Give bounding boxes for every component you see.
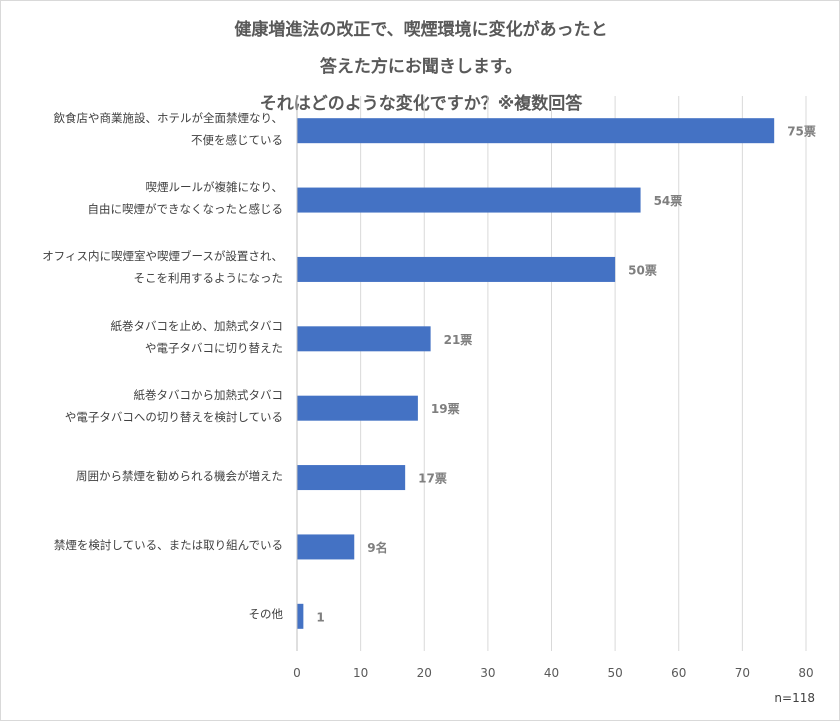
bar — [297, 256, 616, 282]
category-label: 禁煙を検討している、または取り組んでいる — [33, 534, 283, 556]
bar-value-label: 21票 — [444, 333, 473, 347]
chart-title-line-3: それはどのような変化ですか？※複数回答 — [259, 94, 583, 114]
bar-value-label: 9名 — [367, 540, 387, 555]
category-label: 紙巻タバコから加熱式タバコや電子タバコへの切り替えを検討している — [33, 384, 283, 428]
category-label-line: や電子タバコへの切り替えを検討している — [64, 410, 283, 425]
category-label: 喫煙ルールが複雑になり、自由に喫煙ができなくなったと感じる — [33, 176, 284, 220]
bar — [297, 534, 355, 560]
x-tick-label: 80 — [798, 666, 813, 680]
chart-title-line-1: 健康増進法の改正で、喫煙環境に変化があったと — [234, 20, 608, 40]
bar-value-label: 19票 — [431, 402, 460, 416]
sample-size-note: n=118 — [774, 691, 815, 705]
bar — [297, 603, 304, 629]
chart-title-line-2: 答えた方にお聞きします。 — [319, 57, 523, 77]
x-tick-label: 30 — [480, 666, 495, 680]
category-label-line: 喫煙ルールが複雑になり、 — [145, 180, 283, 195]
category-label: 飲食店や商業施設、ホテルが全面禁煙なり、不便を感じている — [33, 107, 283, 151]
bar — [297, 465, 406, 491]
bar — [297, 326, 431, 352]
category-label-line: その他 — [248, 607, 284, 622]
category-label: 周囲から禁煙を勧められる機会が増えた — [33, 465, 283, 487]
category-label-line: そこを利用するようになった — [133, 271, 284, 286]
bar — [297, 187, 641, 213]
category-label-line: や電子タバコに切り替えた — [145, 340, 283, 355]
x-tick-label: 70 — [735, 666, 750, 680]
category-label-line: 紙巻タバコを止め、加熱式タバコ — [110, 318, 284, 333]
x-tick-label: 20 — [417, 666, 432, 680]
category-label-line: 周囲から禁煙を勧められる機会が増えた — [76, 468, 283, 483]
bar — [297, 395, 418, 421]
x-tick-label: 60 — [671, 666, 686, 680]
bar-value-label: 75票 — [787, 125, 816, 139]
x-tick-label: 10 — [353, 666, 368, 680]
bar-value-label: 54票 — [654, 194, 683, 208]
category-label: 紙巻タバコを止め、加熱式タバコや電子タバコに切り替えた — [33, 315, 284, 359]
category-label-line: 飲食店や商業施設、ホテルが全面禁煙なり、 — [53, 110, 283, 125]
category-label-line: 禁煙を検討している、または取り組んでいる — [53, 537, 283, 552]
bar-value-label: 50票 — [628, 263, 657, 277]
bar — [297, 118, 775, 144]
category-label: その他 — [33, 603, 284, 625]
bar-value-label: 1 — [316, 610, 324, 624]
category-label: オフィス内に喫煙室や喫煙ブースが設置され、そこを利用するようになった — [33, 245, 283, 289]
category-label-line: 不便を感じている — [191, 132, 283, 147]
x-tick-label: 40 — [544, 666, 559, 680]
x-tick-label: 0 — [293, 666, 301, 680]
category-label-line: 自由に喫煙ができなくなったと感じる — [87, 202, 284, 217]
bar-value-label: 17票 — [418, 472, 447, 486]
x-tick-label: 50 — [607, 666, 622, 680]
category-label-line: 紙巻タバコから加熱式タバコ — [133, 388, 284, 403]
category-label-line: オフィス内に喫煙室や喫煙ブースが設置され、 — [42, 249, 283, 264]
